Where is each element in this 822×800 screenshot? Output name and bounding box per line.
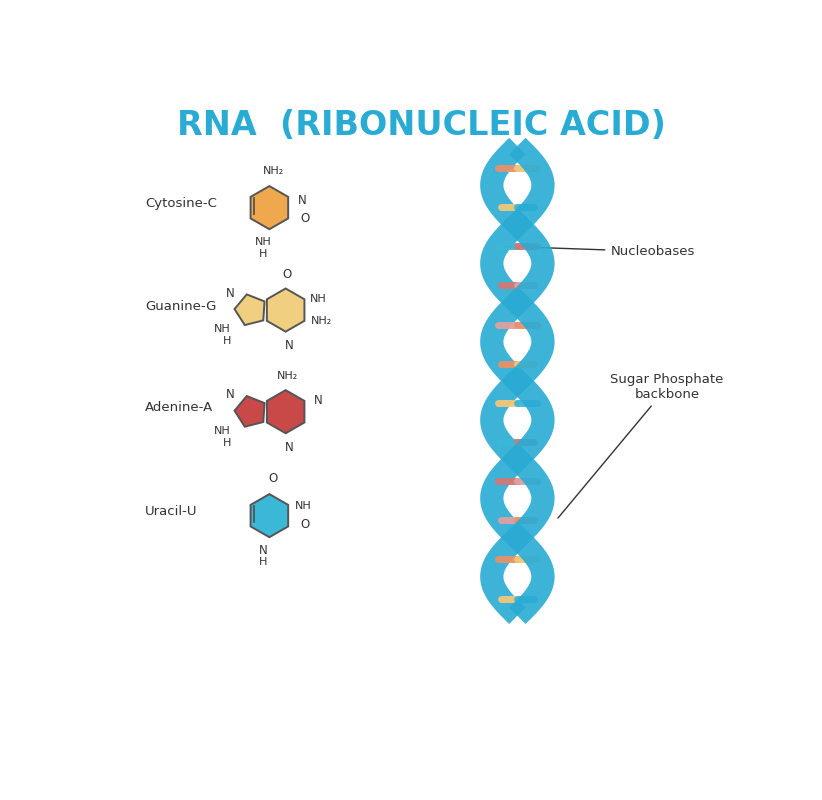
Text: Guanine-G: Guanine-G bbox=[145, 300, 217, 313]
Polygon shape bbox=[480, 529, 526, 624]
Polygon shape bbox=[267, 390, 304, 434]
Polygon shape bbox=[509, 450, 555, 546]
Text: O: O bbox=[300, 518, 310, 531]
Polygon shape bbox=[480, 294, 525, 390]
Text: NH₂: NH₂ bbox=[311, 316, 332, 326]
Text: Sugar Phosphate
backbone: Sugar Phosphate backbone bbox=[558, 373, 723, 518]
Polygon shape bbox=[509, 216, 555, 311]
Text: N: N bbox=[314, 394, 322, 407]
Text: H: H bbox=[223, 438, 231, 447]
Text: N: N bbox=[298, 194, 307, 207]
Polygon shape bbox=[509, 529, 555, 624]
Text: Nucleobases: Nucleobases bbox=[505, 245, 695, 258]
Text: N: N bbox=[285, 339, 294, 352]
Text: NH: NH bbox=[255, 238, 271, 247]
Text: NH: NH bbox=[310, 294, 326, 304]
Polygon shape bbox=[267, 289, 304, 332]
Text: NH: NH bbox=[295, 502, 312, 511]
Polygon shape bbox=[480, 138, 526, 233]
Polygon shape bbox=[509, 138, 555, 233]
Polygon shape bbox=[509, 294, 555, 390]
Text: RNA  (RIBONUCLEIC ACID): RNA (RIBONUCLEIC ACID) bbox=[177, 109, 666, 142]
Text: N: N bbox=[225, 388, 234, 402]
Polygon shape bbox=[251, 494, 289, 538]
Text: N: N bbox=[258, 544, 267, 557]
Text: NH: NH bbox=[214, 324, 230, 334]
Text: O: O bbox=[283, 268, 292, 281]
Text: H: H bbox=[259, 557, 267, 567]
Polygon shape bbox=[480, 216, 526, 311]
Polygon shape bbox=[480, 450, 526, 546]
Polygon shape bbox=[234, 396, 265, 426]
Polygon shape bbox=[234, 294, 265, 325]
Text: Uracil-U: Uracil-U bbox=[145, 506, 198, 518]
Text: O: O bbox=[300, 212, 310, 225]
Text: Adenine-A: Adenine-A bbox=[145, 402, 214, 414]
Text: NH₂: NH₂ bbox=[262, 166, 284, 176]
Text: H: H bbox=[223, 336, 231, 346]
Text: NH: NH bbox=[214, 426, 230, 436]
Text: N: N bbox=[285, 441, 294, 454]
Text: O: O bbox=[269, 472, 278, 485]
Text: N: N bbox=[225, 286, 234, 300]
Polygon shape bbox=[251, 186, 289, 230]
Text: H: H bbox=[259, 249, 267, 259]
Text: NH₂: NH₂ bbox=[276, 371, 298, 382]
Polygon shape bbox=[509, 373, 555, 467]
Polygon shape bbox=[480, 373, 525, 467]
Text: Cytosine-C: Cytosine-C bbox=[145, 198, 217, 210]
